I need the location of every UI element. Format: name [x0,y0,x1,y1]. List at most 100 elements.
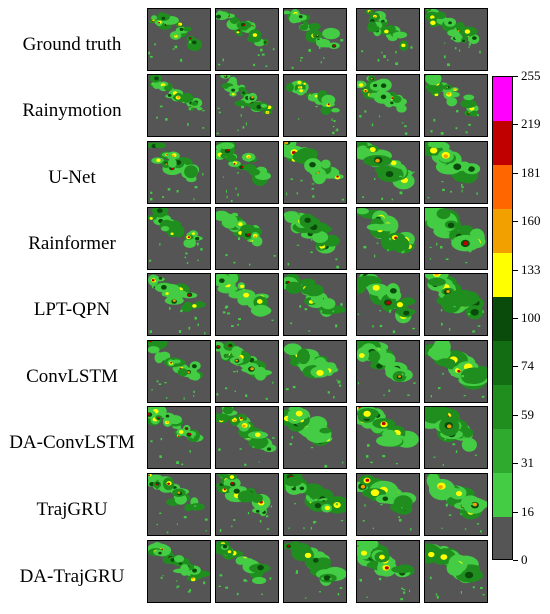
echo-speckle [271,319,274,321]
echo-peak [438,485,443,489]
radar-tile [424,340,488,403]
echo-speckle [245,122,247,126]
echo-speckle [339,384,342,387]
echo-speckle [310,251,313,254]
echo-speckle [162,196,165,198]
radar-field [148,208,203,264]
echo-peak [457,369,461,373]
echo-speckle [218,585,222,587]
echo-speckle [295,570,299,573]
echo-speckle [242,126,245,129]
echo-speckle [433,456,436,458]
echo-core [236,31,240,34]
echo-speckle [176,585,178,589]
echo-speckle [295,571,298,574]
echo-core [252,33,258,37]
echo-core [238,222,243,227]
radar-field [361,9,413,66]
echo-speckle [440,132,444,135]
echo-speckle [202,172,204,176]
echo-core [216,14,222,19]
echo-peak [316,34,319,36]
echo-speckle [158,383,162,385]
echo-speckle [430,395,433,398]
echo-speckle [332,131,335,135]
echo-cell [292,19,302,23]
echo-core [440,554,448,560]
colorbar-tick-label: 255 [521,68,541,83]
echo-cell [188,373,199,381]
echo-speckle [331,118,333,122]
radar-field [426,474,487,533]
echo-speckle [233,371,236,373]
echo-speckle [318,46,321,49]
echo-cell [470,110,478,117]
radar-field [357,474,417,531]
radar-field [216,142,272,203]
echo-speckle [450,190,452,193]
echo-speckle [260,48,263,52]
echo-core [453,163,462,170]
echo-speckle [413,382,416,384]
colorbar-tick-label: 0 [521,552,528,567]
echo-speckle [226,189,228,193]
echo-speckle [248,263,251,266]
echo-speckle [230,199,233,203]
echo-speckle [378,577,382,581]
echo-speckle [185,252,188,255]
colorbar-segment [493,341,512,386]
echo-core [231,88,235,92]
radar-tile [356,540,420,603]
echo-cell [184,165,198,179]
echo-cell [163,85,173,91]
echo-speckle [196,242,199,246]
echo-speckle [247,511,250,515]
echo-core [298,15,303,19]
echo-speckle [178,330,182,333]
echo-cell [359,541,379,550]
echo-speckle [429,257,431,260]
radar-tile [356,141,420,204]
colorbar-tick [513,463,518,465]
echo-cell [260,103,268,108]
echo-core [380,94,387,100]
echo-speckle [387,249,389,252]
echo-speckle [476,523,480,525]
echo-cell [173,555,185,563]
radar-tile [283,540,347,603]
echo-speckle [357,313,360,315]
echo-speckle [217,107,220,109]
echo-speckle [216,393,219,396]
echo-speckle [395,62,399,66]
echo-speckle [296,244,300,246]
radar-tile [424,141,488,204]
radar-tile [283,273,347,336]
echo-speckle [401,251,404,254]
echo-peak [177,96,180,99]
echo-speckle [252,446,255,448]
radar-tile [147,141,211,204]
echo-cell [320,105,332,116]
echo-peak [332,44,336,47]
echo-peak [224,75,227,77]
echo-speckle [359,114,362,118]
echo-speckle [336,379,338,381]
row-label: ConvLSTM [26,366,118,387]
echo-speckle [176,189,179,193]
echo-cell [427,142,447,149]
radar-tile [356,406,420,469]
echo-speckle [319,591,321,593]
echo-speckle [193,395,195,397]
echo-core [157,208,163,213]
echo-peak [226,148,230,152]
echo-speckle [395,50,397,54]
echo-core [156,158,161,163]
echo-speckle [468,43,471,46]
echo-cell [454,33,462,41]
echo-speckle [461,189,463,193]
echo-peak [172,299,176,302]
echo-speckle [261,53,265,56]
echo-peak [373,15,376,18]
echo-cell [231,346,242,358]
echo-speckle [404,374,407,377]
